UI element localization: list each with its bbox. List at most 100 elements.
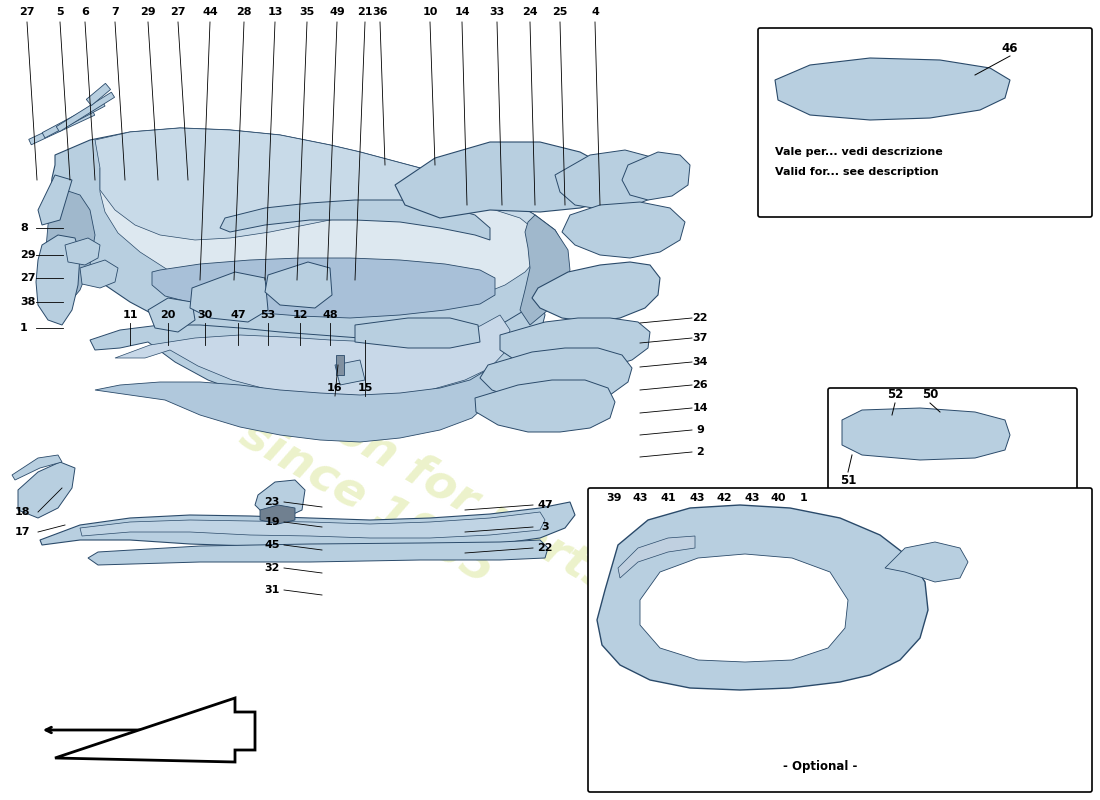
Text: 32: 32 [264,563,279,573]
Polygon shape [336,355,344,375]
Text: 16: 16 [327,383,343,393]
Text: 24: 24 [522,7,538,17]
Polygon shape [88,540,548,565]
Text: 28: 28 [236,7,252,17]
Text: 44: 44 [202,7,218,17]
Polygon shape [116,315,510,398]
Polygon shape [40,502,575,548]
Polygon shape [520,215,570,325]
Polygon shape [45,190,95,320]
Text: 41: 41 [660,493,675,503]
Text: 22: 22 [692,313,707,323]
Text: 40: 40 [770,493,785,503]
Polygon shape [18,462,75,518]
Text: 50: 50 [922,389,938,402]
Polygon shape [336,360,365,385]
Text: 9: 9 [696,425,704,435]
Text: 37: 37 [692,333,707,343]
Polygon shape [556,150,670,210]
Text: 2: 2 [696,447,704,457]
Text: 14: 14 [454,7,470,17]
Text: 25: 25 [552,7,568,17]
Text: - Optional -: - Optional - [783,760,857,773]
Text: Vale per... vedi descrizione: Vale per... vedi descrizione [776,147,943,157]
Bar [56,92,114,132]
Text: 45: 45 [264,540,279,550]
Text: 27: 27 [20,273,35,283]
Polygon shape [355,318,480,348]
Text: a passion for parts
since 1985: a passion for parts since 1985 [139,313,621,647]
Polygon shape [12,455,62,480]
Text: 43: 43 [690,493,705,503]
Polygon shape [95,128,535,240]
Polygon shape [532,262,660,322]
Text: 6: 6 [81,7,89,17]
Text: 46: 46 [1002,42,1019,54]
Text: 3: 3 [541,522,549,532]
Polygon shape [640,554,848,662]
Polygon shape [50,128,568,360]
Text: 53: 53 [261,310,276,320]
Text: 52: 52 [887,389,903,402]
Text: 47: 47 [537,500,553,510]
Text: 49: 49 [329,7,345,17]
Text: 36: 36 [372,7,387,17]
Polygon shape [260,505,295,524]
Text: 29: 29 [140,7,156,17]
FancyBboxPatch shape [588,488,1092,792]
Text: 19: 19 [264,517,279,527]
Text: 38: 38 [20,297,35,307]
Text: 7: 7 [111,7,119,17]
Text: 47: 47 [230,310,245,320]
Polygon shape [886,542,968,582]
Polygon shape [597,505,928,690]
Polygon shape [265,262,332,308]
Polygon shape [148,298,195,332]
Polygon shape [190,272,268,322]
Polygon shape [152,258,495,318]
Text: 10: 10 [422,7,438,17]
Polygon shape [395,142,620,218]
Polygon shape [776,58,1010,120]
Text: 42: 42 [716,493,732,503]
Polygon shape [65,238,100,265]
Text: 11: 11 [122,310,138,320]
Polygon shape [80,512,544,538]
Polygon shape [618,536,695,578]
Polygon shape [255,480,305,518]
Polygon shape [842,408,1010,460]
Text: 22: 22 [537,543,552,553]
Text: 48: 48 [322,310,338,320]
Text: 35: 35 [299,7,315,17]
Text: 27: 27 [170,7,186,17]
Text: 18: 18 [14,507,30,517]
Polygon shape [220,200,490,240]
Text: 15: 15 [358,383,373,393]
Polygon shape [475,380,615,432]
Text: 1: 1 [800,493,807,503]
Text: 12: 12 [293,310,308,320]
Text: 23: 23 [264,497,279,507]
Polygon shape [90,295,544,410]
Text: Valid for... see description: Valid for... see description [776,167,938,177]
Polygon shape [100,153,544,313]
Polygon shape [80,260,118,288]
Text: 4: 4 [591,7,598,17]
Bar [86,83,111,106]
Text: 33: 33 [490,7,505,17]
Text: 21: 21 [358,7,373,17]
Polygon shape [36,235,80,325]
Text: 1: 1 [20,323,28,333]
Text: 34: 34 [692,357,707,367]
Text: 5: 5 [56,7,64,17]
Text: 51: 51 [839,474,856,486]
Text: 29: 29 [20,250,35,260]
FancyBboxPatch shape [828,388,1077,532]
Polygon shape [480,348,632,405]
Polygon shape [39,175,72,225]
Text: 13: 13 [267,7,283,17]
Text: 26: 26 [692,380,707,390]
FancyBboxPatch shape [758,28,1092,217]
Text: 14: 14 [692,403,707,413]
Polygon shape [562,202,685,258]
